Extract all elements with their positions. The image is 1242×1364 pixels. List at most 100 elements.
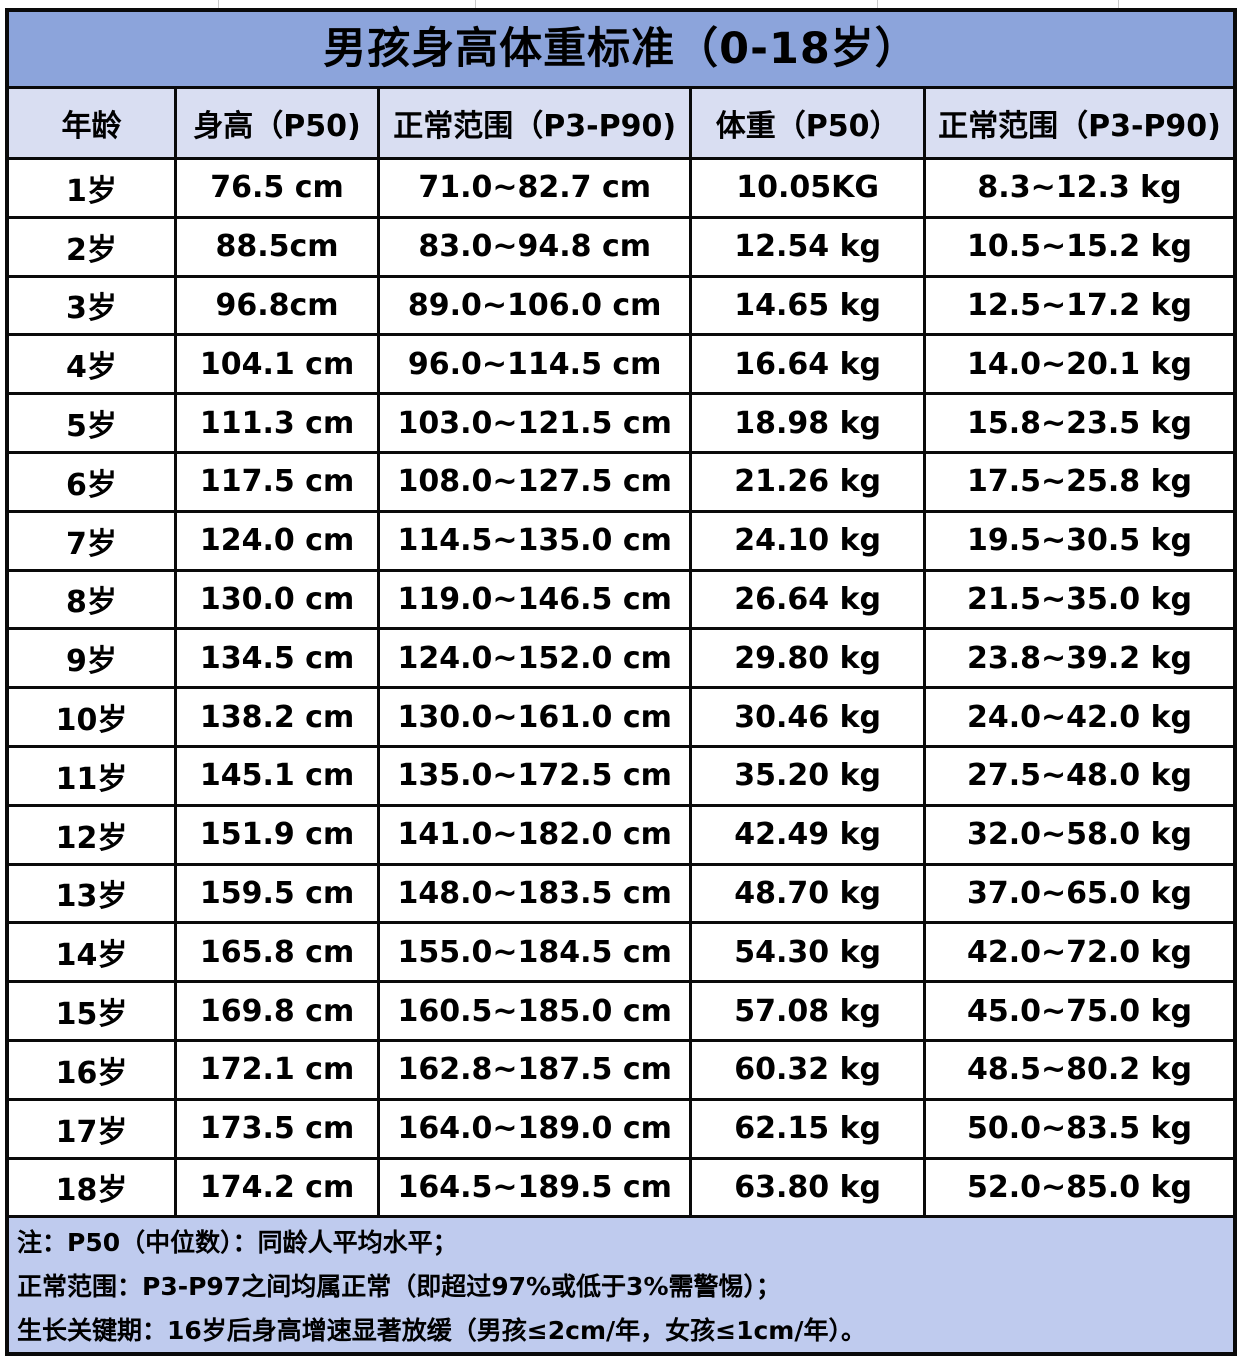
cell-height-range: 119.0~146.5 cm: [377, 568, 693, 631]
cell-height-p50: 88.5cm: [173, 215, 381, 278]
cell-age: 9岁: [9, 627, 177, 690]
cell-weight-range: 17.5~25.8 kg: [923, 450, 1233, 513]
cell-height-p50: 130.0 cm: [173, 568, 381, 631]
cell-weight-p50: 18.98 kg: [689, 392, 927, 454]
cell-weight-p50: 63.80 kg: [689, 1156, 927, 1219]
cell-age: 13岁: [9, 862, 177, 925]
cell-weight-p50: 10.05KG: [689, 157, 927, 219]
table-row: 9岁 134.5 cm 124.0~152.0 cm 29.80 kg 23.8~39.…: [9, 627, 1233, 690]
cell-weight-p50: 21.26 kg: [689, 450, 927, 513]
cell-height-p50: 124.0 cm: [173, 509, 381, 572]
cell-weight-p50: 30.46 kg: [689, 686, 927, 748]
cell-height-p50: 111.3 cm: [173, 392, 381, 454]
cell-age: 11岁: [9, 744, 177, 807]
table-row: 11岁 145.1 cm 135.0~172.5 cm 35.20 kg 27.5~48…: [9, 744, 1233, 807]
column-header-height-range: 正常范围（P3-P90): [377, 89, 693, 160]
column-header-weight-p50: 体重（P50）: [689, 89, 927, 160]
cell-weight-p50: 48.70 kg: [689, 862, 927, 925]
table-row: 18岁 174.2 cm 164.5~189.5 cm 63.80 kg 52.0~85…: [9, 1156, 1233, 1219]
cell-weight-range: 12.5~17.2 kg: [923, 274, 1233, 337]
gridline: [475, 0, 476, 8]
table-row: 15岁 169.8 cm 160.5~185.0 cm 57.08 kg 45.0~75…: [9, 980, 1233, 1042]
cell-height-p50: 173.5 cm: [173, 1097, 381, 1160]
cell-weight-range: 14.0~20.1 kg: [923, 333, 1233, 396]
header-row: 年龄 身高（P50) 正常范围（P3-P90) 体重（P50） 正常范围（P3-P90): [9, 89, 1233, 160]
cell-height-p50: 169.8 cm: [173, 980, 381, 1042]
cell-weight-range: 27.5~48.0 kg: [923, 744, 1233, 807]
cell-age: 6岁: [9, 450, 177, 513]
table-row: 2岁 88.5cm 83.0~94.8 cm 12.54 kg 10.5~15.2 kg: [9, 215, 1233, 278]
cell-age: 4岁: [9, 333, 177, 396]
cell-weight-p50: 54.30 kg: [689, 921, 927, 984]
table-row: 16岁 172.1 cm 162.8~187.5 cm 60.32 kg 48.5~80…: [9, 1038, 1233, 1101]
cell-age: 8岁: [9, 568, 177, 631]
cell-weight-p50: 29.80 kg: [689, 627, 927, 690]
cell-weight-range: 45.0~75.0 kg: [923, 980, 1233, 1042]
cell-weight-p50: 35.20 kg: [689, 744, 927, 807]
table-row: 14岁 165.8 cm 155.0~184.5 cm 54.30 kg 42.0~72…: [9, 921, 1233, 984]
cell-weight-p50: 14.65 kg: [689, 274, 927, 337]
cell-height-p50: 117.5 cm: [173, 450, 381, 513]
cell-weight-range: 15.8~23.5 kg: [923, 392, 1233, 454]
column-header-weight-range: 正常范围（P3-P90): [923, 89, 1233, 160]
cell-weight-range: 19.5~30.5 kg: [923, 509, 1233, 572]
cell-weight-p50: 12.54 kg: [689, 215, 927, 278]
spreadsheet-gridline-strip: [0, 0, 1242, 8]
cell-age: 17岁: [9, 1097, 177, 1160]
cell-height-range: 96.0~114.5 cm: [377, 333, 693, 396]
cell-weight-range: 48.5~80.2 kg: [923, 1038, 1233, 1101]
cell-weight-range: 8.3~12.3 kg: [923, 157, 1233, 219]
cell-age: 2岁: [9, 215, 177, 278]
growth-standard-table: 年龄 身高（P50) 正常范围（P3-P90) 体重（P50） 正常范围（P3-P90)…: [9, 89, 1233, 1219]
cell-weight-p50: 62.15 kg: [689, 1097, 927, 1160]
cell-weight-range: 32.0~58.0 kg: [923, 803, 1233, 866]
cell-weight-range: 10.5~15.2 kg: [923, 215, 1233, 278]
cell-height-range: 160.5~185.0 cm: [377, 980, 693, 1042]
cell-age: 14岁: [9, 921, 177, 984]
cell-weight-p50: 60.32 kg: [689, 1038, 927, 1101]
note-line: 注：P50（中位数）：同龄人平均水平；: [17, 1228, 458, 1258]
cell-height-range: 162.8~187.5 cm: [377, 1038, 693, 1101]
cell-height-p50: 138.2 cm: [173, 686, 381, 748]
table-row: 7岁 124.0 cm 114.5~135.0 cm 24.10 kg 19.5~30.…: [9, 509, 1233, 572]
cell-height-range: 148.0~183.5 cm: [377, 862, 693, 925]
cell-height-range: 114.5~135.0 cm: [377, 509, 693, 572]
cell-height-range: 135.0~172.5 cm: [377, 744, 693, 807]
cell-weight-range: 21.5~35.0 kg: [923, 568, 1233, 631]
cell-age: 3岁: [9, 274, 177, 337]
cell-height-range: 108.0~127.5 cm: [377, 450, 693, 513]
cell-weight-p50: 24.10 kg: [689, 509, 927, 572]
cell-weight-p50: 57.08 kg: [689, 980, 927, 1042]
table-row: 13岁 159.5 cm 148.0~183.5 cm 48.70 kg 37.0~65…: [9, 862, 1233, 925]
cell-weight-range: 37.0~65.0 kg: [923, 862, 1233, 925]
cell-weight-range: 42.0~72.0 kg: [923, 921, 1233, 984]
table-row: 17岁 173.5 cm 164.0~189.0 cm 62.15 kg 50.0~83…: [9, 1097, 1233, 1160]
cell-height-p50: 134.5 cm: [173, 627, 381, 690]
cell-weight-p50: 42.49 kg: [689, 803, 927, 866]
cell-height-range: 103.0~121.5 cm: [377, 392, 693, 454]
cell-age: 16岁: [9, 1038, 177, 1101]
cell-height-range: 164.0~189.0 cm: [377, 1097, 693, 1160]
table-row: 3岁 96.8cm 89.0~106.0 cm 14.65 kg 12.5~17.2 k…: [9, 274, 1233, 337]
cell-height-p50: 96.8cm: [173, 274, 381, 337]
cell-weight-range: 24.0~42.0 kg: [923, 686, 1233, 748]
table-row: 10岁 138.2 cm 130.0~161.0 cm 30.46 kg 24.0~42…: [9, 686, 1233, 748]
cell-height-range: 164.5~189.5 cm: [377, 1156, 693, 1219]
cell-height-range: 124.0~152.0 cm: [377, 627, 693, 690]
table-row: 8岁 130.0 cm 119.0~146.5 cm 26.64 kg 21.5~35.…: [9, 568, 1233, 631]
gridline: [877, 0, 878, 8]
column-header-height-p50: 身高（P50): [173, 89, 381, 160]
note-line: 生长关键期：16岁后身高增速显著放缓（男孩≤2cm/年，女孩≤1cm/年）。: [17, 1316, 866, 1346]
cell-weight-p50: 16.64 kg: [689, 333, 927, 396]
table-row: 4岁 104.1 cm 96.0~114.5 cm 16.64 kg 14.0~20.1…: [9, 333, 1233, 396]
note-line: 正常范围：P3-P97之间均属正常（即超过97%或低于3%需警惕）；: [17, 1272, 781, 1302]
cell-age: 12岁: [9, 803, 177, 866]
table-row: 6岁 117.5 cm 108.0~127.5 cm 21.26 kg 17.5~25.…: [9, 450, 1233, 513]
cell-weight-range: 23.8~39.2 kg: [923, 627, 1233, 690]
cell-height-p50: 172.1 cm: [173, 1038, 381, 1101]
cell-age: 18岁: [9, 1156, 177, 1219]
table-row: 12岁 151.9 cm 141.0~182.0 cm 42.49 kg 32.0~58…: [9, 803, 1233, 866]
cell-height-range: 141.0~182.0 cm: [377, 803, 693, 866]
cell-height-p50: 165.8 cm: [173, 921, 381, 984]
cell-weight-range: 52.0~85.0 kg: [923, 1156, 1233, 1219]
